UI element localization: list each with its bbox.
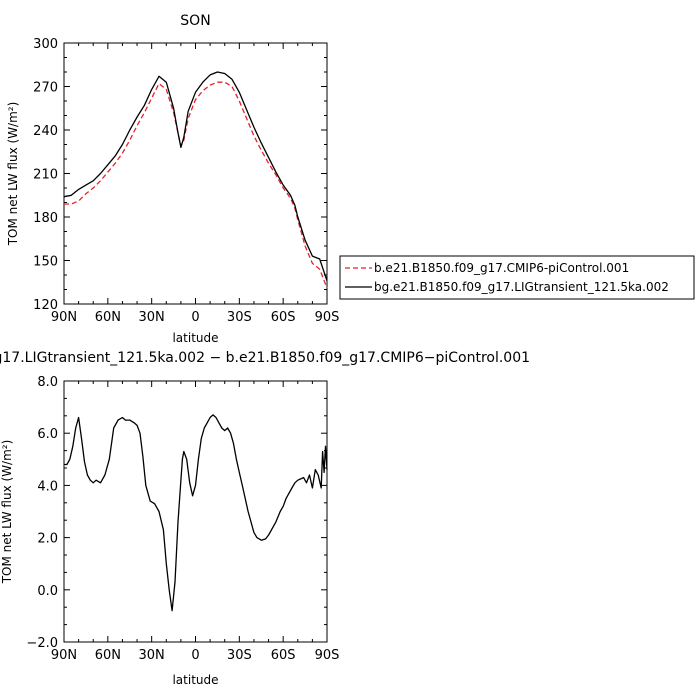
top-x-tick-label: 0: [191, 310, 199, 325]
bottom-x-tick-label: 0: [191, 648, 199, 663]
top-y-axis-label: TOM net LW flux (W/m²): [6, 102, 20, 247]
top-legend: b.e21.B1850.f09_g17.CMIP6-piControl.001 …: [339, 255, 695, 300]
bottom-panel-title: bg.e21.B1850.f09_g17.LIGtransient_121.5k…: [0, 350, 530, 366]
top-series-line-0: [64, 81, 328, 289]
top-y-tick-label: 300: [33, 37, 58, 52]
bottom-plot-frame: [63, 380, 328, 643]
bottom-series-lines: [64, 414, 328, 612]
bottom-axis-ticks: 90N 60N 30N 0 30S 60S 90S −2.0 0.0 2.0 4.0 6.0 8.0: [26, 375, 339, 663]
top-x-tick-label: 30S: [227, 310, 252, 325]
top-series-line-1: [63, 71, 328, 282]
bottom-series-line-0: [64, 414, 328, 612]
legend-label-lig-transient: bg.e21.B1850.f09_g17.LIGtransient_121.5k…: [374, 280, 669, 294]
top-panel: SON 90N 60N 30N 0 30S 60S 90S 120 150 180 210 240 27…: [6, 13, 695, 345]
bottom-x-tick-label: 60N: [95, 648, 121, 663]
top-x-tick-label: 60S: [271, 310, 296, 325]
bottom-x-axis-label: latitude: [172, 673, 218, 687]
bottom-y-tick-label: 2.0: [37, 532, 58, 547]
bottom-y-tick-label: 8.0: [37, 375, 58, 390]
bottom-y-tick-label: 6.0: [37, 427, 58, 442]
bottom-y-axis-label: TOM net LW flux (W/m²): [0, 440, 14, 585]
bottom-y-tick-label: 4.0: [37, 479, 58, 494]
bottom-x-tick-label: 90S: [315, 648, 340, 663]
top-x-axis-label: latitude: [172, 331, 218, 345]
top-y-tick-label: 240: [33, 124, 58, 139]
top-series-lines: [63, 71, 328, 289]
top-x-tick-label: 90S: [315, 310, 340, 325]
bottom-y-tick-label: 0.0: [37, 584, 58, 599]
top-x-tick-label: 60N: [95, 310, 121, 325]
bottom-panel: bg.e21.B1850.f09_g17.LIGtransient_121.5k…: [0, 350, 530, 687]
top-axis-ticks: 90N 60N 30N 0 30S 60S 90S 120 150 180 210 240 270 300: [33, 37, 339, 325]
top-panel-title: SON: [180, 13, 210, 29]
top-y-tick-label: 210: [33, 168, 58, 183]
bottom-y-tick-label: −2.0: [26, 636, 58, 651]
bottom-x-tick-label: 30S: [227, 648, 252, 663]
bottom-x-tick-label: 30N: [139, 648, 165, 663]
legend-label-pi-control: b.e21.B1850.f09_g17.CMIP6-piControl.001: [374, 261, 629, 275]
top-y-tick-label: 180: [33, 211, 58, 226]
top-x-tick-label: 30N: [139, 310, 165, 325]
bottom-x-tick-label: 90N: [51, 648, 77, 663]
bottom-x-tick-label: 60S: [271, 648, 296, 663]
top-y-tick-label: 270: [33, 81, 58, 96]
top-y-tick-label: 120: [33, 298, 58, 313]
legend-box: [339, 255, 695, 300]
top-y-tick-label: 150: [33, 255, 58, 270]
top-x-tick-label: 90N: [51, 310, 77, 325]
top-plot-frame: [63, 42, 328, 305]
